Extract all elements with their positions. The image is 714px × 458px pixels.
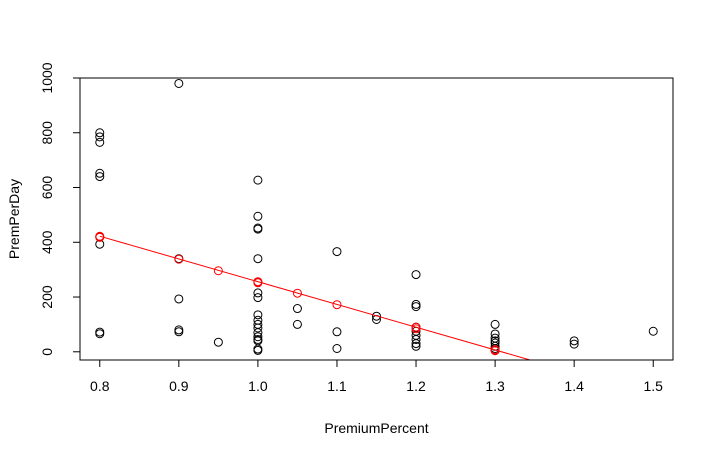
data-point — [95, 132, 105, 142]
data-point — [253, 211, 263, 221]
x-tick-label: 1.2 — [406, 378, 426, 394]
data-point — [569, 336, 579, 346]
data-point — [569, 339, 579, 349]
data-point — [95, 172, 105, 182]
fit-line-layer — [99, 235, 531, 361]
data-point — [95, 137, 105, 147]
y-tick-label: 0 — [39, 348, 55, 356]
data-point — [490, 329, 500, 339]
data-point — [292, 304, 302, 314]
y-tick-label: 200 — [39, 285, 55, 309]
data-point — [332, 344, 342, 354]
data-point — [411, 302, 421, 312]
data-point — [648, 326, 658, 336]
data-point — [253, 254, 263, 264]
data-point — [332, 327, 342, 337]
regression-line — [99, 235, 531, 361]
fitted-point — [292, 288, 302, 298]
fitted-point — [332, 300, 342, 310]
data-point — [95, 168, 105, 178]
data-point — [292, 319, 302, 329]
data-point — [95, 128, 105, 138]
data-point — [253, 175, 263, 185]
data-point — [174, 294, 184, 304]
x-tick-label: 0.9 — [169, 378, 189, 394]
data-point — [253, 323, 263, 333]
data-point — [174, 78, 184, 88]
x-tick-label: 0.8 — [90, 378, 110, 394]
data-point — [253, 345, 263, 355]
data-point — [253, 288, 263, 298]
data-point — [253, 224, 263, 234]
y-tick-label: 400 — [39, 230, 55, 254]
x-tick-label: 1.0 — [248, 378, 268, 394]
y-axis: 0 200 400 600 800 1000 — [39, 62, 81, 356]
data-point — [332, 247, 342, 257]
data-point — [253, 293, 263, 303]
data-point — [174, 327, 184, 337]
points-layer — [95, 78, 658, 356]
data-point — [411, 334, 421, 344]
data-point — [213, 337, 223, 347]
fitted-point — [213, 266, 223, 276]
x-tick-label: 1.5 — [643, 378, 663, 394]
x-tick-label: 1.1 — [327, 378, 347, 394]
y-tick-label: 1000 — [39, 62, 55, 93]
x-tick-label: 1.4 — [564, 378, 584, 394]
data-point — [411, 341, 421, 351]
y-tick-label: 800 — [39, 121, 55, 145]
x-tick-label: 1.3 — [485, 378, 505, 394]
data-point — [411, 299, 421, 309]
data-point — [372, 311, 381, 321]
x-axis: 0.8 0.9 1.0 1.1 1.2 1.3 1.4 1.5 — [90, 359, 663, 394]
data-point — [253, 332, 263, 342]
y-axis-label: PremPerDay — [6, 179, 22, 259]
data-point — [95, 329, 105, 339]
data-point — [253, 310, 263, 320]
fitted-point — [174, 254, 184, 264]
data-point — [411, 339, 421, 349]
data-point — [411, 270, 421, 280]
y-tick-label: 600 — [39, 176, 55, 200]
data-point — [490, 319, 500, 329]
x-axis-label: PremiumPercent — [324, 420, 428, 436]
